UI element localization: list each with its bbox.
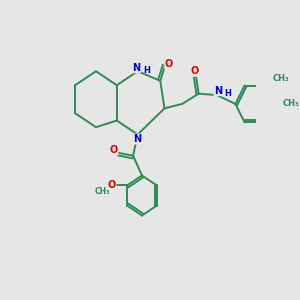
Text: CH₃: CH₃ bbox=[95, 188, 110, 196]
Text: CH₃: CH₃ bbox=[273, 74, 290, 83]
Text: O: O bbox=[165, 58, 173, 68]
Text: N: N bbox=[134, 134, 142, 144]
Text: H: H bbox=[143, 66, 150, 75]
Text: N: N bbox=[132, 63, 140, 73]
Text: O: O bbox=[110, 145, 118, 155]
Text: CH₃: CH₃ bbox=[283, 99, 299, 108]
Text: O: O bbox=[108, 181, 116, 190]
Text: N: N bbox=[214, 86, 222, 96]
Text: O: O bbox=[191, 66, 199, 76]
Text: H: H bbox=[224, 89, 231, 98]
